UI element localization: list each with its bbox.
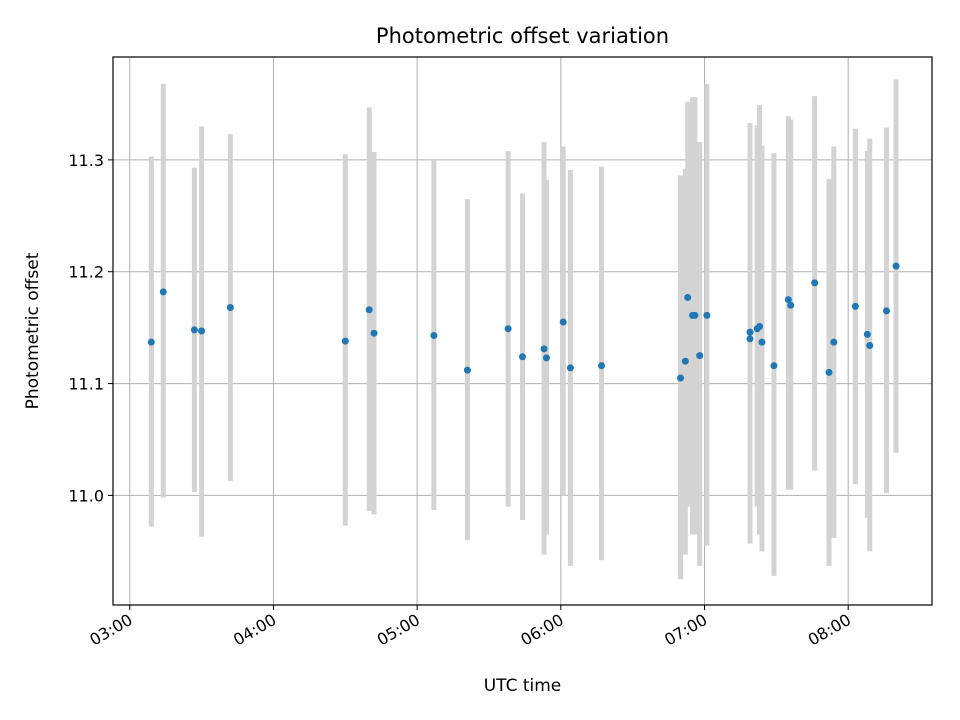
data-point <box>540 345 548 353</box>
data-point <box>559 318 567 326</box>
data-point <box>463 366 471 374</box>
data-point <box>598 362 606 370</box>
data-point <box>190 326 198 334</box>
data-point <box>198 327 206 335</box>
data-point <box>883 307 890 315</box>
data-point <box>825 368 833 376</box>
data-point <box>784 296 792 304</box>
data-point <box>696 352 704 360</box>
data-point <box>370 329 378 337</box>
data-point <box>756 323 764 331</box>
data-point <box>566 364 574 372</box>
data-point <box>684 293 692 301</box>
data-point <box>504 325 512 333</box>
chart-title: Photometric offset variation <box>376 24 669 48</box>
data-point <box>677 374 685 382</box>
data-point <box>746 328 754 336</box>
data-point <box>519 353 526 361</box>
data-point <box>770 362 778 370</box>
x-axis-label: UTC time <box>484 676 562 696</box>
data-point <box>147 338 155 346</box>
data-point <box>892 262 900 270</box>
plot-frame <box>112 56 933 606</box>
data-point <box>863 330 871 338</box>
data-point <box>159 288 167 296</box>
data-point <box>811 279 819 287</box>
data-point <box>542 354 550 362</box>
data-point <box>866 342 874 350</box>
data-point <box>430 331 438 339</box>
data-point <box>365 306 373 314</box>
data-point <box>758 338 766 346</box>
data-point <box>851 302 859 310</box>
y-axis-label: Photometric offset <box>23 252 43 409</box>
point-layer <box>147 262 900 382</box>
y-tick-label: 11.2 <box>68 263 104 282</box>
y-tick-label: 11.1 <box>68 375 104 394</box>
data-point <box>703 311 711 319</box>
data-point <box>746 335 754 343</box>
grid-layer <box>113 57 932 605</box>
data-point <box>681 357 689 365</box>
y-tick-label: 11.3 <box>68 151 104 170</box>
data-point <box>341 337 349 345</box>
data-point <box>691 311 699 319</box>
data-point <box>787 301 795 309</box>
data-point <box>830 338 838 346</box>
y-tick-label: 11.0 <box>68 486 104 505</box>
data-point <box>226 304 234 312</box>
